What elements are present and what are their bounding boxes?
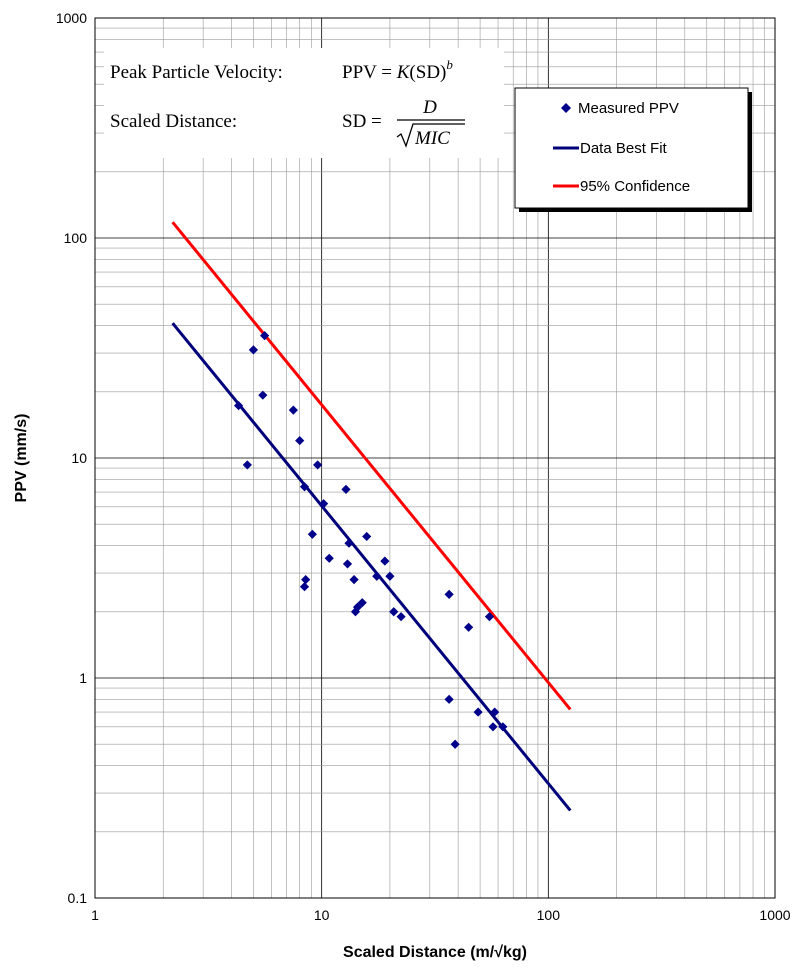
y-tick-label: 10 — [71, 450, 87, 466]
measured-ppv-point — [362, 531, 372, 542]
x-tick-label: 1000 — [759, 907, 790, 923]
measured-ppv-point — [464, 622, 474, 632]
sqrt-symbol-icon — [396, 123, 465, 148]
measured-ppv-point — [248, 345, 259, 355]
measured-ppv-point — [307, 529, 317, 539]
measured-ppv-point — [350, 607, 361, 617]
measured-ppv-point — [450, 739, 460, 749]
data-points — [233, 331, 508, 749]
measured-ppv-point — [258, 390, 268, 400]
y-tick-label: 1 — [79, 670, 87, 686]
ppv-formula-rest: (SD) — [409, 62, 446, 83]
y-tick-label: 0.1 — [68, 890, 88, 906]
x-tick-label: 10 — [314, 907, 330, 923]
ppv-formula-exponent: b — [446, 57, 453, 72]
measured-ppv-point — [380, 556, 390, 566]
measured-ppv-point — [385, 571, 395, 581]
ppv-formula: PPV = K(SD)b — [342, 57, 453, 83]
x-tick-label: 100 — [537, 907, 561, 923]
ppv-formula-k: K — [396, 62, 411, 83]
formula-background — [104, 48, 504, 158]
measured-ppv-point — [288, 405, 298, 415]
measured-ppv-point — [352, 602, 363, 612]
measured-ppv-point — [341, 484, 351, 494]
x-axis-title: Scaled Distance (m/√kg) — [343, 944, 527, 961]
sd-formula-label: Scaled Distance: — [110, 111, 237, 132]
x-tick-labels: 1 10 100 1000 — [91, 907, 791, 923]
sd-formula-numerator: D — [422, 97, 437, 118]
measured-ppv-point — [349, 575, 359, 585]
measured-ppv-point — [242, 460, 252, 470]
legend: Measured PPV Data Best Fit 95% Confidenc… — [514, 87, 752, 212]
x-tick-label: 1 — [91, 907, 99, 923]
measured-ppv-point — [372, 571, 382, 581]
measured-ppv-point — [484, 612, 495, 622]
measured-ppv-point — [342, 559, 353, 569]
measured-ppv-point — [313, 460, 323, 470]
measured-ppv-point — [295, 435, 305, 446]
measured-ppv-point — [396, 612, 406, 622]
confidence-line — [171, 221, 572, 711]
sd-formula-lhs: SD = — [342, 111, 382, 132]
legend-label-measured-ppv: Measured PPV — [578, 100, 679, 117]
y-tick-label: 100 — [64, 230, 88, 246]
measured-ppv-point — [488, 722, 498, 732]
legend-label-confidence: 95% Confidence — [580, 178, 690, 195]
y-tick-labels: 0.1 1 10 100 1000 — [56, 10, 87, 906]
measured-ppv-point — [301, 575, 311, 585]
y-axis-title: PPV (mm/s) — [13, 414, 30, 503]
measured-ppv-point — [473, 707, 483, 717]
legend-label-best-fit: Data Best Fit — [580, 140, 668, 157]
formula-annotation: Peak Particle Velocity: PPV = K(SD)b Sca… — [104, 48, 504, 158]
legend-marker-measured-ppv — [561, 103, 571, 113]
plot-area-border — [94, 17, 776, 899]
sd-formula-denominator: MIC — [414, 128, 450, 149]
measured-ppv-point — [444, 589, 454, 599]
measured-ppv-point — [490, 707, 500, 717]
measured-ppv-point — [324, 553, 334, 563]
ppv-formula-label: Peak Particle Velocity: — [110, 62, 283, 83]
y-tick-label: 1000 — [56, 10, 87, 26]
measured-ppv-point — [444, 694, 454, 704]
measured-ppv-point — [299, 482, 310, 492]
measured-ppv-point — [319, 499, 329, 509]
ppv-formula-lhs: PPV = — [342, 62, 397, 83]
measured-ppv-point — [498, 722, 508, 732]
measured-ppv-point — [389, 607, 399, 617]
measured-ppv-point — [357, 598, 367, 608]
measured-ppv-point — [259, 331, 270, 341]
measured-ppv-point — [299, 582, 310, 592]
measured-ppv-point — [344, 538, 354, 548]
measured-ppv-point — [233, 401, 244, 411]
